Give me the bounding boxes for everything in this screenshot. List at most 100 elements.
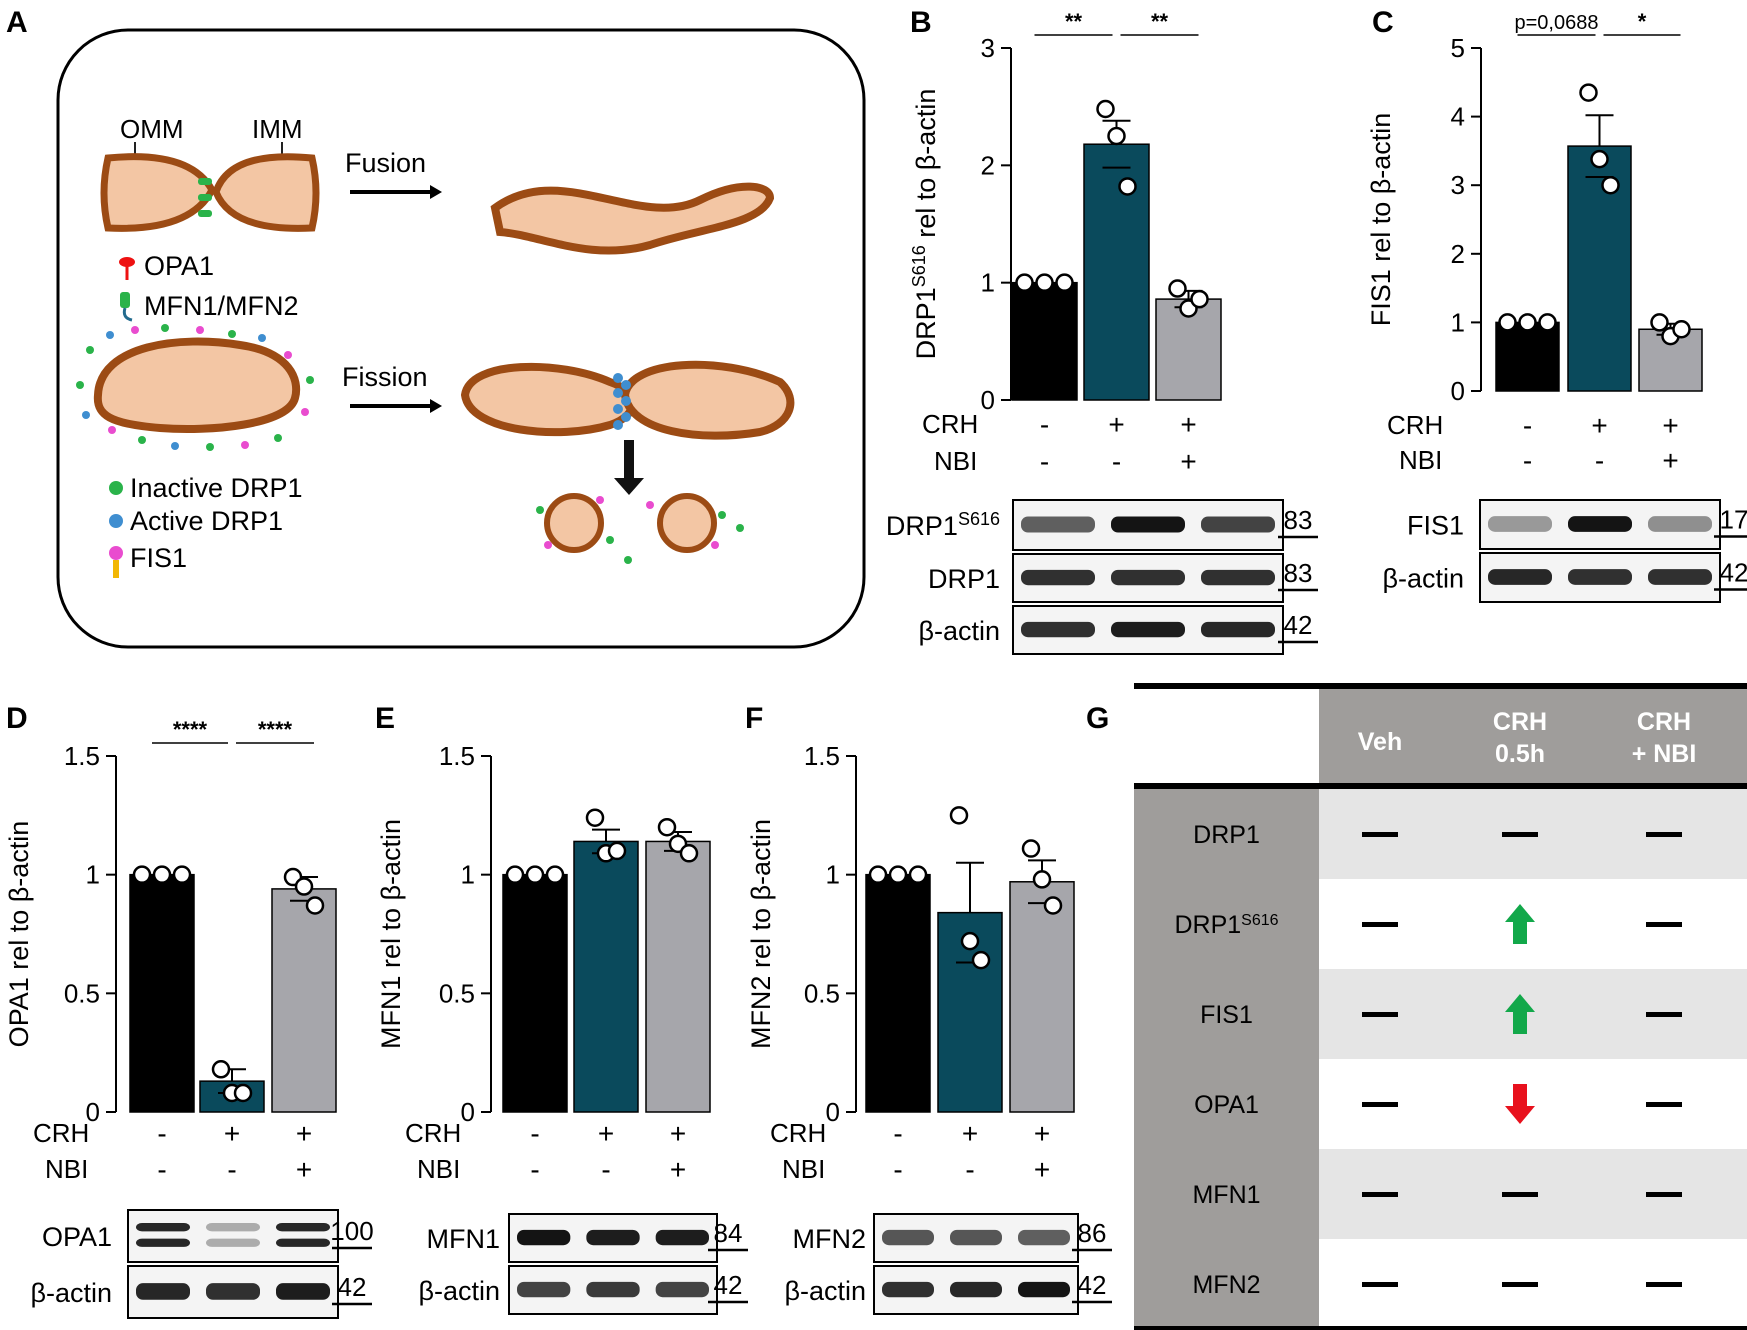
data-point — [960, 931, 980, 951]
no-change-dash — [1362, 1192, 1398, 1197]
crh-sign: + — [1034, 1118, 1050, 1149]
data-point — [1043, 896, 1063, 915]
data-point — [1055, 273, 1074, 292]
mitochondrion-left — [100, 153, 216, 232]
no-change-dash — [1362, 832, 1398, 837]
crh-sign: + — [598, 1118, 614, 1149]
blot-band — [1568, 516, 1632, 532]
table-header-bg — [1319, 689, 1747, 783]
y-tick-label: 0.5 — [64, 978, 100, 1008]
chart-mfn2: 0 0.5 1 1.5 MFN2 rel to β-actin CRH NBI - + + - - + — [746, 741, 1075, 1185]
data-point — [233, 1083, 253, 1103]
blot-band — [517, 1229, 571, 1246]
blot-label: DRP1 — [928, 564, 1000, 594]
data-point — [1518, 313, 1537, 332]
blot-band — [206, 1283, 260, 1300]
data-point — [525, 865, 545, 884]
increase-arrow-icon — [1505, 904, 1535, 944]
blot-band — [1648, 569, 1712, 585]
blot-panel-c: FIS1 17 β-actin 42 — [1382, 499, 1747, 603]
increase-arrow-icon — [1505, 994, 1535, 1034]
blot-band — [1111, 569, 1185, 586]
data-point — [971, 950, 991, 970]
fusion-label: Fusion — [345, 148, 426, 178]
nbi-sign: + — [296, 1154, 312, 1185]
panel-letter-e: E — [375, 702, 395, 735]
blot-band — [950, 1281, 1002, 1298]
fusion-arrowhead — [430, 185, 442, 199]
blot-kda: 42 — [1284, 610, 1313, 640]
data-point — [132, 865, 152, 884]
significance-label: ** — [1065, 9, 1083, 34]
blot-label: OPA1 — [42, 1222, 112, 1252]
nbi-sign: - — [1040, 446, 1049, 477]
small-mito-dots — [536, 496, 744, 564]
blot-band — [276, 1223, 330, 1232]
nbi-sign: - — [1523, 445, 1532, 476]
condition-label-crh: CRH — [770, 1118, 826, 1148]
blot-band — [1021, 569, 1095, 586]
nbi-sign: - — [1112, 446, 1121, 477]
blot-band — [1021, 516, 1095, 533]
crh-sign: + — [1591, 410, 1607, 441]
table-header-0: Veh — [1358, 728, 1402, 756]
blot-band — [1111, 516, 1185, 533]
data-point — [1190, 289, 1209, 309]
condition-label-crh: CRH — [33, 1118, 89, 1148]
mitochondrion-fission-source — [93, 337, 301, 434]
blot-kda: 84 — [714, 1218, 743, 1248]
condition-label-crh: CRH — [922, 409, 978, 439]
significance-label: **** — [258, 717, 293, 742]
y-tick-label: 0.5 — [439, 978, 475, 1008]
y-tick-label: 0 — [981, 385, 995, 415]
nbi-sign: - — [227, 1154, 236, 1185]
data-point — [1538, 313, 1557, 332]
blot-band — [517, 1281, 571, 1298]
y-axis-label: MFN2 rel to β-actin — [746, 819, 776, 1049]
blot-band — [655, 1281, 709, 1298]
no-change-dash — [1502, 1192, 1538, 1197]
bar-crh — [573, 840, 639, 1113]
condition-label-crh: CRH — [405, 1118, 461, 1148]
nbi-sign: + — [1034, 1154, 1050, 1185]
blot-band — [586, 1229, 640, 1246]
blot-band — [882, 1229, 934, 1246]
condition-label-nbi: NBI — [417, 1154, 460, 1184]
y-tick-label: 4 — [1451, 102, 1465, 132]
table-header-1: CRH 0.5h — [1493, 708, 1547, 768]
bar-crh-nbi — [1009, 881, 1075, 1113]
data-point — [1107, 126, 1126, 146]
fused-mitochondrion — [490, 182, 775, 255]
data-point — [679, 844, 699, 863]
blot-label: MFN1 — [427, 1224, 501, 1254]
crh-sign: - — [893, 1118, 902, 1149]
panel-letter-a: A — [6, 6, 28, 39]
bar-veh — [129, 873, 195, 1113]
blot-frame — [127, 1209, 339, 1263]
panel-letter-b: B — [910, 6, 932, 39]
data-point — [1579, 83, 1598, 102]
y-axis-label: OPA1 rel to β-actin — [4, 821, 34, 1048]
blot-kda: 42 — [338, 1272, 367, 1302]
crh-sign: + — [962, 1118, 978, 1149]
legend-active-drp1: Active DRP1 — [130, 506, 283, 536]
data-point — [1650, 313, 1669, 332]
chart-drp1-s616: 0 1 2 3 DRP1S616 rel to β-actin ** ** CRH NBI - + +… — [909, 9, 1222, 477]
blot-band — [1201, 569, 1275, 586]
data-point — [505, 865, 525, 884]
y-tick-label: 1 — [461, 860, 475, 890]
data-point — [1672, 320, 1691, 339]
y-tick-label: 1.5 — [804, 741, 840, 771]
y-tick-label: 0 — [461, 1097, 475, 1127]
data-point — [1096, 99, 1115, 119]
y-tick-label: 1 — [981, 268, 995, 298]
blot-kda: 42 — [1078, 1270, 1107, 1300]
crh-sign: + — [296, 1118, 312, 1149]
blot-band — [1111, 621, 1185, 638]
bar-crh-nbi — [645, 840, 711, 1113]
inactive-drp1-icon — [109, 481, 123, 495]
y-axis-label: MFN1 rel to β-actin — [376, 819, 406, 1049]
no-change-dash — [1646, 1102, 1682, 1107]
blot-kda: 42 — [714, 1270, 743, 1300]
